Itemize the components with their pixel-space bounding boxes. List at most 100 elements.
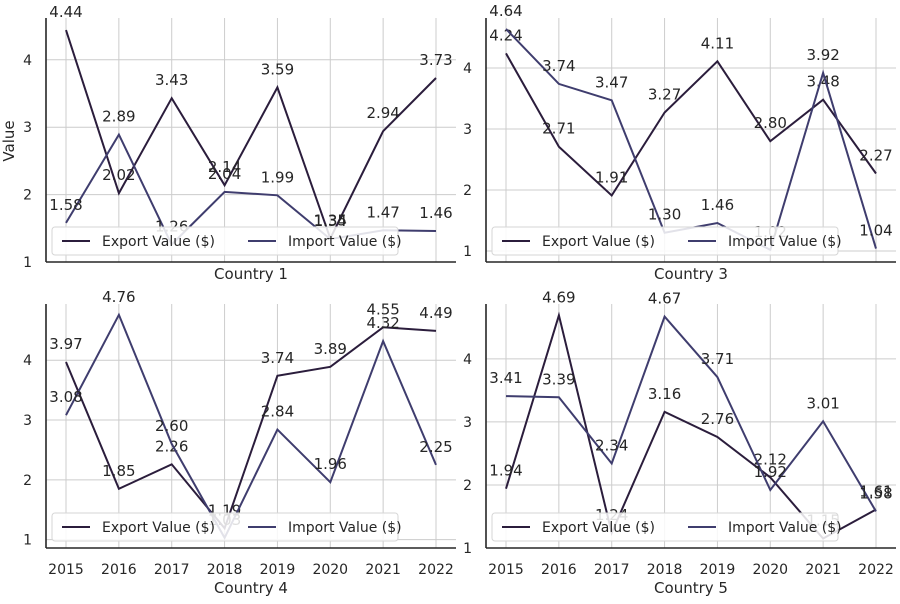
y-tick-label: 3 <box>23 120 32 136</box>
data-label: 3.47 <box>595 73 628 91</box>
data-label: 3.16 <box>648 385 681 403</box>
data-label: 2.60 <box>155 417 188 435</box>
data-label: 2.34 <box>595 437 628 455</box>
data-label: 1.46 <box>701 196 734 214</box>
x-tick-label: 2015 <box>488 562 524 578</box>
x-tick-label: 2019 <box>260 562 296 578</box>
x-axis-title: Country 1 <box>214 265 288 283</box>
data-label: 3.74 <box>542 57 575 75</box>
y-tick-label: 4 <box>23 353 32 369</box>
data-label: 3.97 <box>49 335 82 353</box>
data-label: 3.71 <box>701 350 734 368</box>
data-label: 2.89 <box>102 108 135 126</box>
data-label: 4.44 <box>49 3 82 21</box>
y-tick-label: 1 <box>463 244 472 260</box>
data-label: 1.46 <box>419 204 452 222</box>
data-label: 3.08 <box>49 388 82 406</box>
series-line-export <box>506 315 876 538</box>
legend-label: Export Value ($) <box>542 520 655 536</box>
data-label: 1.58 <box>859 484 892 502</box>
data-label: 1.94 <box>489 462 522 480</box>
data-label: 3.73 <box>419 51 452 69</box>
x-tick-label: 2018 <box>207 562 243 578</box>
legend-label: Export Value ($) <box>542 234 655 250</box>
data-label: 1.47 <box>366 203 399 221</box>
legend-label: Import Value ($) <box>288 520 402 536</box>
data-label: 1.92 <box>754 463 787 481</box>
chart-panel-3: 1 2 3 4 2015 2016 2017 2018 2019 2020 2021 2022 Coun… <box>23 288 456 597</box>
legend-label: Export Value ($) <box>102 234 215 250</box>
data-label: 1.58 <box>49 196 82 214</box>
chart-panel-4: 1 2 3 4 2015 2016 2017 2018 2019 2020 2021 2022 Coun… <box>463 288 896 597</box>
data-label: 1.85 <box>102 462 135 480</box>
data-label: 3.59 <box>261 60 294 78</box>
data-label: 2.02 <box>102 166 135 184</box>
x-tick-label: 2021 <box>805 562 841 578</box>
x-tick-label: 2022 <box>418 562 454 578</box>
legend-label: Export Value ($) <box>102 520 215 536</box>
x-tick-label: 2016 <box>101 562 137 578</box>
y-tick-label: 1 <box>463 541 472 557</box>
y-tick-label: 4 <box>23 53 32 69</box>
data-label: 4.49 <box>419 304 452 322</box>
legend-label: Import Value ($) <box>728 234 842 250</box>
data-label: 3.74 <box>261 349 294 367</box>
data-label: 2.27 <box>859 147 892 165</box>
data-label: 4.69 <box>542 288 575 306</box>
data-label: 1.04 <box>859 222 892 240</box>
data-label: 2.26 <box>155 437 188 455</box>
y-tick-label: 4 <box>463 352 472 368</box>
y-tick-label: 2 <box>463 478 472 494</box>
series-line-import <box>66 315 436 538</box>
y-tick-label: 3 <box>23 413 32 429</box>
x-axis-title: Country 5 <box>654 579 728 597</box>
data-label: 3.43 <box>155 71 188 89</box>
y-tick-label: 2 <box>23 473 32 489</box>
series-line-import <box>506 317 876 512</box>
data-label: 1.96 <box>314 455 347 473</box>
x-tick-label: 2015 <box>48 562 84 578</box>
x-tick-label: 2019 <box>700 562 736 578</box>
data-label: 2.71 <box>542 120 575 138</box>
y-tick-label: 2 <box>23 188 32 204</box>
x-tick-label: 2021 <box>365 562 401 578</box>
data-label: 3.41 <box>489 369 522 387</box>
x-tick-label: 2018 <box>647 562 683 578</box>
legend-label: Import Value ($) <box>288 234 402 250</box>
data-label: 4.32 <box>366 314 399 332</box>
data-label: 4.11 <box>701 34 734 52</box>
data-label: 3.89 <box>314 340 347 358</box>
data-label: 3.01 <box>806 394 839 412</box>
x-axis-title: Country 3 <box>654 265 728 283</box>
data-label: 4.67 <box>648 290 681 308</box>
x-tick-label: 2022 <box>858 562 894 578</box>
x-tick-label: 2020 <box>752 562 788 578</box>
y-tick-label: 1 <box>23 255 32 271</box>
data-label: 1.30 <box>648 206 681 224</box>
data-label: 2.84 <box>261 403 294 421</box>
data-label: 1.99 <box>261 168 294 186</box>
y-tick-label: 3 <box>463 122 472 138</box>
data-label: 2.80 <box>754 114 787 132</box>
x-tick-label: 2020 <box>312 562 348 578</box>
data-label: 2.25 <box>419 438 452 456</box>
x-tick-label: 2016 <box>541 562 577 578</box>
data-label: 2.76 <box>701 410 734 428</box>
data-label: 2.04 <box>208 165 241 183</box>
data-label: 4.64 <box>489 2 522 20</box>
y-tick-label: 1 <box>23 533 32 549</box>
series-line-export <box>66 327 436 528</box>
data-label: 1.91 <box>595 169 628 187</box>
y-axis-title: Value <box>0 120 18 161</box>
data-label: 4.76 <box>102 288 135 306</box>
y-tick-label: 4 <box>463 61 472 77</box>
x-tick-label: 2017 <box>594 562 630 578</box>
y-tick-label: 3 <box>463 415 472 431</box>
x-axis-title: Country 4 <box>214 579 288 597</box>
data-label: 2.94 <box>366 104 399 122</box>
x-tick-label: 2017 <box>154 562 190 578</box>
y-tick-label: 2 <box>463 183 472 199</box>
